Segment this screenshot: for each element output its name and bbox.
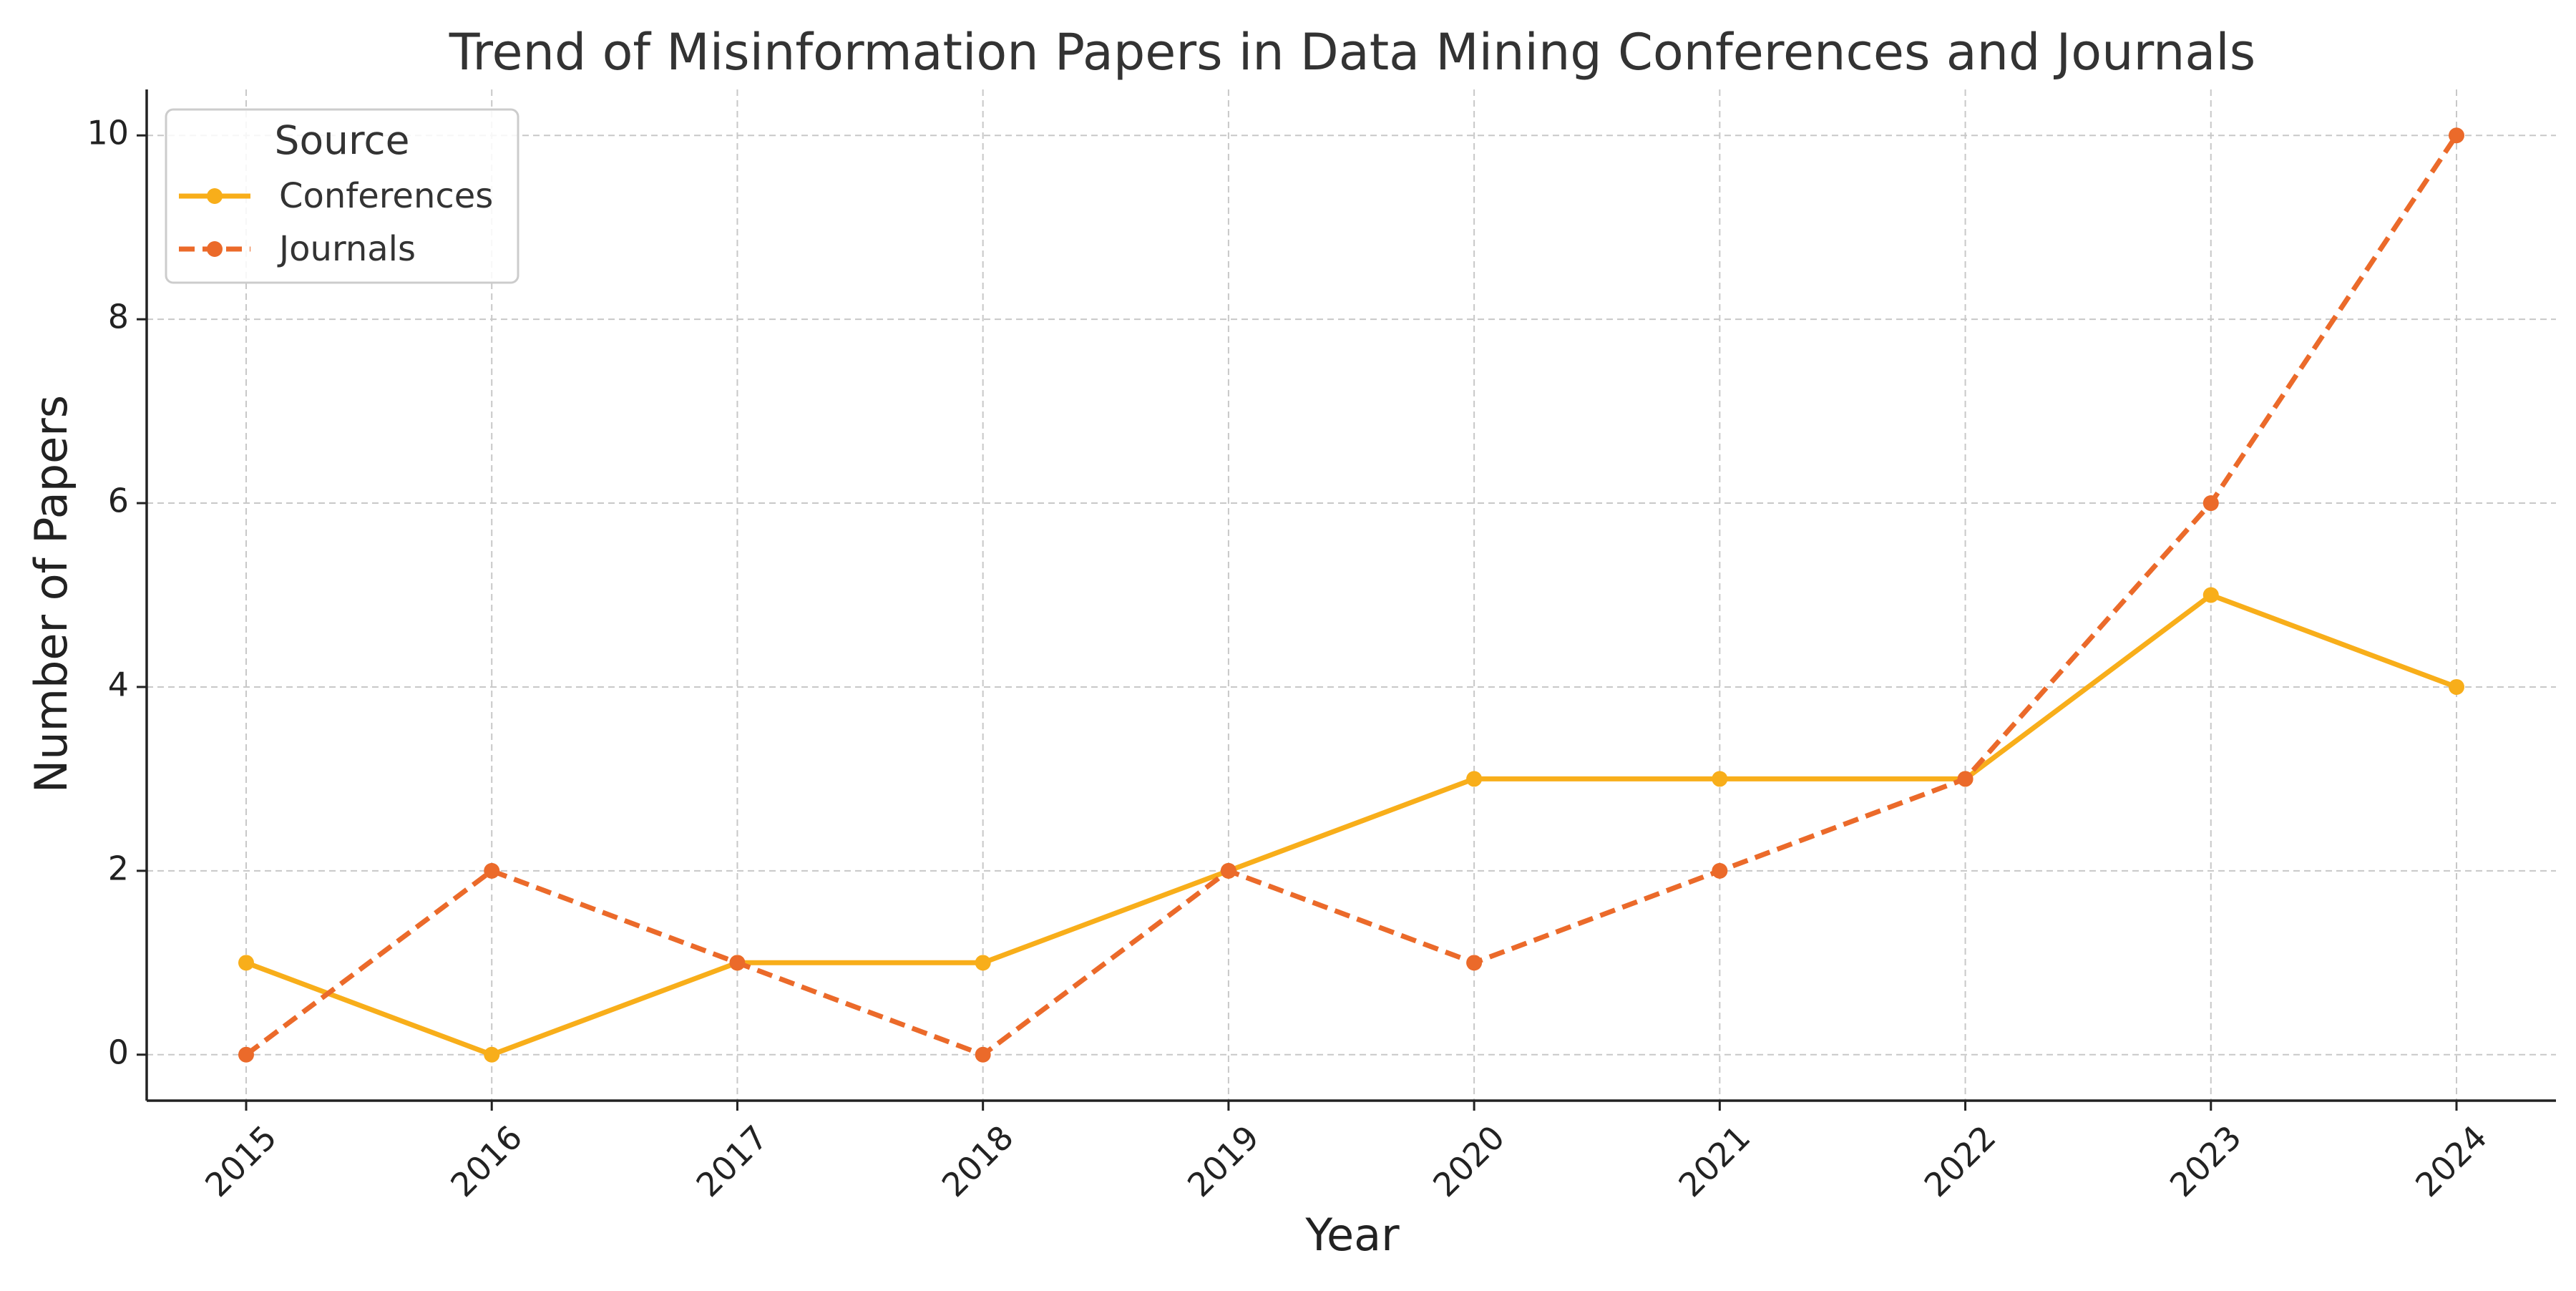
data-point-conferences-2015	[238, 955, 255, 971]
y-tick-label: 2	[108, 849, 129, 887]
grid	[147, 89, 2556, 1101]
legend-marker-journals	[207, 241, 223, 257]
data-point-journals-2023	[2202, 495, 2219, 512]
data-point-journals-2022	[1957, 771, 1974, 787]
legend-marker-conferences	[207, 188, 223, 204]
legend-title: Source	[275, 117, 410, 163]
series-line-journals	[244, 134, 2459, 1058]
data-point-journals-2016	[484, 862, 500, 879]
data-point-conferences-2020	[1466, 771, 1483, 787]
data-point-journals-2024	[2448, 127, 2464, 144]
y-tick-label: 8	[108, 298, 129, 336]
legend-label-journals: Journals	[277, 229, 416, 269]
legend-box	[165, 108, 519, 284]
series-layer	[238, 127, 2464, 1063]
y-tick-label: 10	[87, 114, 129, 152]
legend-item-conferences: Conferences	[179, 176, 493, 216]
y-axis-label: Number of Papers	[25, 395, 77, 793]
legend-item-journals: Journals	[179, 229, 416, 269]
data-point-conferences-2023	[2202, 587, 2219, 603]
data-point-journals-2017	[729, 955, 746, 971]
legend: Source Conferences Journals	[165, 108, 519, 284]
chart-title: Trend of Misinformation Papers in Data M…	[449, 23, 2255, 82]
y-tick-label: 4	[108, 665, 129, 703]
data-point-journals-2018	[975, 1046, 991, 1063]
data-point-conferences-2024	[2448, 678, 2464, 695]
data-point-conferences-2018	[975, 955, 991, 971]
data-point-conferences-2021	[1712, 771, 1728, 787]
y-tick-label: 0	[108, 1033, 129, 1071]
data-point-journals-2019	[1220, 862, 1236, 879]
y-axis-ticks: 0 2 4 6 8 10	[87, 114, 147, 1071]
data-point-conferences-2016	[484, 1046, 500, 1063]
y-tick-label: 6	[108, 482, 129, 520]
legend-label-conferences: Conferences	[279, 176, 493, 216]
data-point-journals-2021	[1712, 862, 1728, 879]
series-line-conferences	[245, 593, 2458, 1058]
data-point-journals-2015	[238, 1046, 255, 1063]
data-point-journals-2020	[1466, 955, 1483, 971]
x-axis-label: Year	[1304, 1209, 1400, 1261]
axes	[145, 89, 2556, 1102]
